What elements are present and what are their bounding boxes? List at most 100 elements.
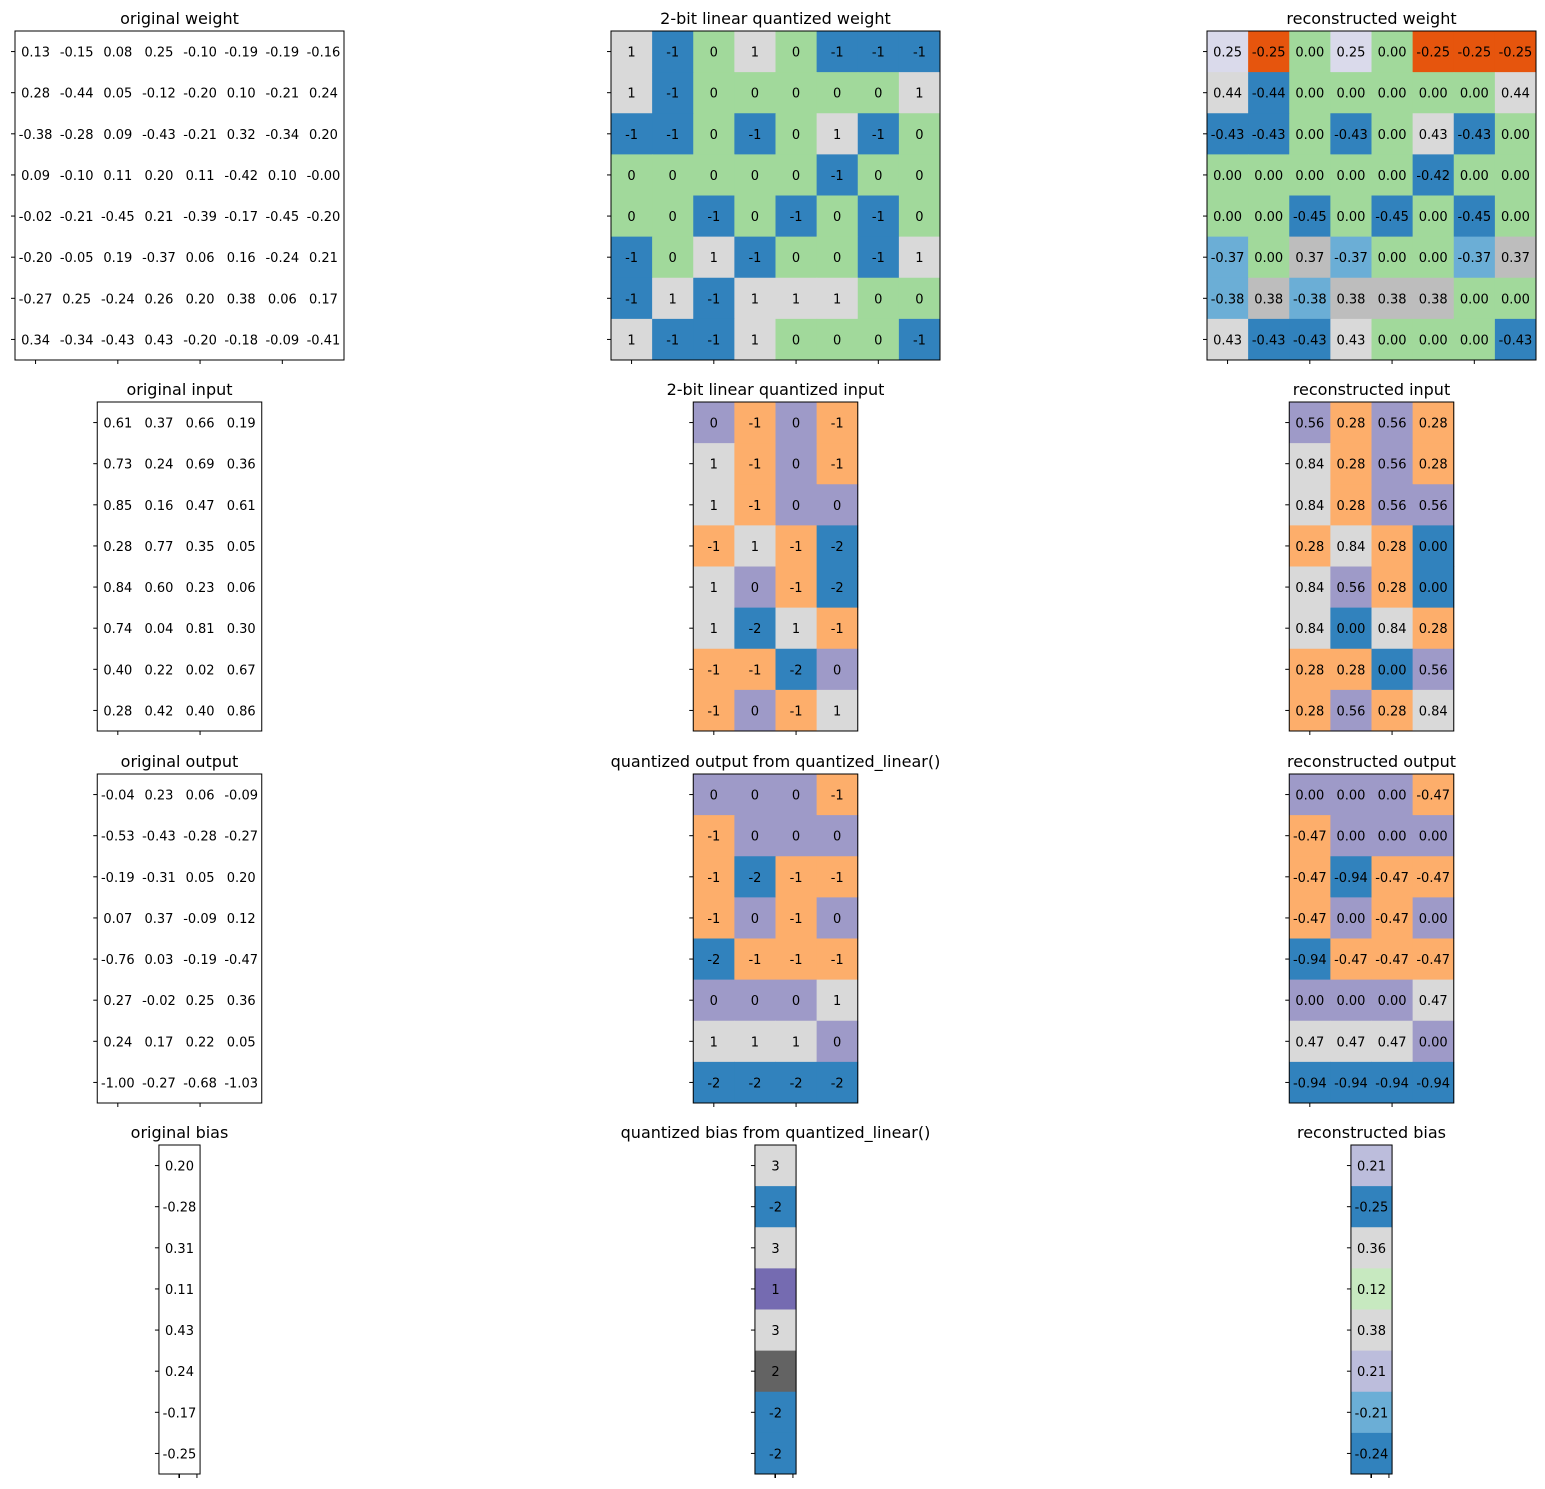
cell-label: 1 — [710, 458, 718, 473]
cell-label: 1 — [751, 292, 759, 307]
axes-frame — [14, 30, 345, 361]
cell-label: 1 — [669, 292, 677, 307]
cell-label: 0.84 — [1336, 540, 1365, 555]
heatmap-cell — [179, 938, 222, 981]
cell-label: 0 — [710, 169, 718, 184]
heatmap-cell — [97, 318, 139, 361]
heatmap-cell — [1207, 31, 1249, 73]
heatmap-cell — [138, 443, 180, 485]
cell-label: -1 — [748, 417, 761, 432]
heatmap-cell — [1494, 113, 1537, 155]
cell-label: 0.37 — [144, 417, 173, 432]
cell-label: 0.40 — [103, 663, 132, 678]
heatmap-cell — [97, 938, 139, 981]
cell-label: 0.28 — [1419, 458, 1448, 473]
heatmap-cell — [158, 1350, 201, 1393]
heatmap-cell — [158, 1227, 201, 1269]
heatmap-cell — [220, 979, 263, 1022]
cell-label: 0.36 — [227, 994, 256, 1009]
heatmap-cell — [857, 31, 900, 73]
heatmap-cell — [97, 525, 139, 567]
heatmap-cell — [179, 318, 222, 361]
cell-label: 0.00 — [1295, 789, 1324, 804]
cell-label: 0.25 — [144, 46, 173, 61]
heatmap-cell — [1207, 154, 1249, 196]
heatmap-cell — [179, 195, 222, 238]
cell-label: 0.00 — [1501, 210, 1530, 225]
heatmap-cell — [775, 856, 818, 898]
cell-label: 0 — [669, 210, 677, 225]
cell-label: 0.00 — [1378, 169, 1407, 184]
heatmap-cell — [158, 1391, 201, 1434]
cell-label: 0 — [751, 704, 759, 719]
cell-label: 1 — [710, 622, 718, 637]
heatmap-cell — [1371, 443, 1414, 485]
cell-label: 0 — [751, 210, 759, 225]
heatmap-reconstructed-bias: reconstructed bias 0.21 -0.25 0.36 0.12 0.38 0… — [1297, 1123, 1446, 1478]
heatmap-cell — [15, 72, 57, 114]
heatmap-cell — [816, 72, 859, 114]
heatmap-cell — [1207, 318, 1249, 361]
cell-label: 0 — [792, 128, 800, 143]
heatmap-cell — [1371, 402, 1414, 444]
cell-label: -0.43 — [101, 333, 135, 348]
heatmap-cell — [734, 31, 776, 73]
cell-label: -0.20 — [183, 87, 217, 102]
cell-label: 3 — [771, 1324, 779, 1339]
cell-label: -0.02 — [142, 994, 176, 1009]
heatmap-cell — [179, 815, 222, 857]
cell-label: 0.00 — [1501, 292, 1530, 307]
cell-label: 0.00 — [1460, 333, 1489, 348]
cell-label: -0.16 — [307, 46, 341, 61]
cell-label: 1 — [792, 622, 800, 637]
heatmap-cell — [1371, 566, 1414, 609]
heatmap-cell — [775, 443, 818, 485]
heatmap-cell — [898, 113, 941, 155]
cell-label: 0.06 — [227, 581, 256, 596]
heatmap-cell — [1412, 815, 1455, 857]
heatmap-cell — [1289, 195, 1331, 238]
heatmap-cell — [15, 277, 57, 320]
heatmap-cell — [1412, 154, 1455, 196]
heatmap-cell — [1350, 1432, 1393, 1475]
heatmap-cell — [652, 236, 694, 279]
heatmap-cell — [652, 318, 694, 361]
cell-label: -1 — [666, 87, 679, 102]
cell-label: -2 — [790, 1076, 803, 1091]
heatmap-cell — [857, 154, 900, 196]
axes-frame — [96, 401, 263, 732]
cell-label: 1 — [710, 1035, 718, 1050]
cell-label: -0.21 — [183, 128, 217, 143]
cell-label: -0.17 — [224, 210, 258, 225]
heatmap-cell — [816, 648, 859, 691]
cell-label: -1.00 — [101, 1076, 135, 1091]
cell-label: 0 — [833, 499, 841, 514]
heatmap-cell — [816, 277, 859, 320]
cell-label: 0.84 — [1419, 704, 1448, 719]
heatmap-cell — [138, 1020, 180, 1063]
heatmap-cell — [754, 1227, 797, 1269]
cell-label: 0.81 — [186, 622, 215, 637]
heatmap-cell — [1412, 277, 1455, 320]
heatmap-cell — [1412, 72, 1455, 114]
cell-label: 0.00 — [1336, 912, 1365, 927]
heatmap-cell — [1289, 897, 1331, 939]
heatmap-cell — [652, 195, 694, 238]
cell-label: 0.25 — [1213, 46, 1242, 61]
cell-label: -0.17 — [163, 1406, 197, 1421]
cell-label: 0 — [792, 994, 800, 1009]
heatmap-cell — [1371, 689, 1414, 732]
cell-label: 0.67 — [227, 663, 256, 678]
heatmap-cell — [754, 1309, 797, 1352]
cell-label: 1 — [627, 87, 635, 102]
cell-label: 0.44 — [1213, 87, 1242, 102]
heatmap-cell — [158, 1432, 201, 1475]
cell-label: 0 — [792, 499, 800, 514]
cell-label: 0 — [669, 251, 677, 266]
cell-label: 0.28 — [1419, 417, 1448, 432]
cell-label: 0.00 — [1419, 87, 1448, 102]
heatmap-cell — [138, 689, 180, 732]
heatmap-cell — [1412, 402, 1455, 444]
heatmap-cell — [1371, 1020, 1414, 1063]
cell-label: -1 — [707, 663, 720, 678]
